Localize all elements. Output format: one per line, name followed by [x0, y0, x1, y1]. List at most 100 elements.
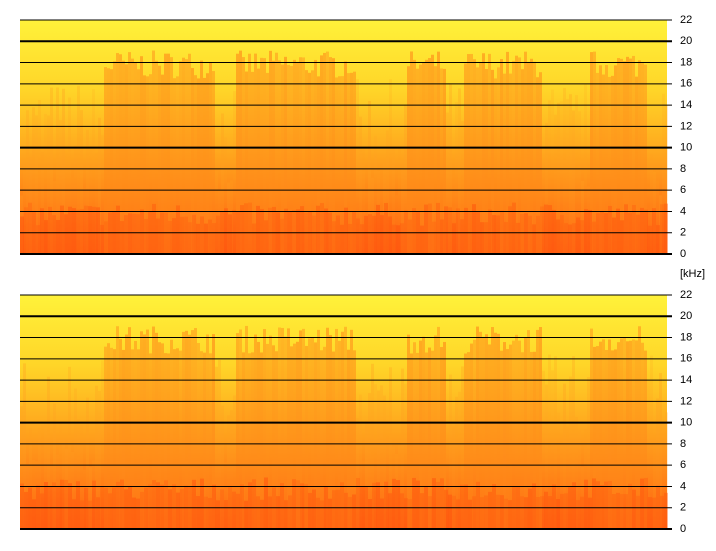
spectrogram-texture	[539, 72, 542, 254]
spectrogram-texture	[179, 61, 182, 254]
spectrogram-texture	[272, 345, 275, 529]
spectrogram-texture	[281, 64, 284, 255]
spectrogram-texture	[464, 207, 468, 254]
spectrogram-texture	[544, 204, 548, 254]
spectrogram-texture	[290, 346, 293, 529]
spectrogram-texture	[446, 438, 449, 529]
spectrogram-texture	[448, 207, 452, 254]
spectrogram-texture	[200, 216, 204, 254]
spectrogram-texture	[41, 151, 44, 254]
spectrogram-texture	[492, 215, 496, 254]
spectrogram-texture	[257, 68, 260, 254]
spectrogram-texture	[656, 398, 659, 529]
spectrogram-texture	[497, 67, 500, 254]
spectrogram-texture	[216, 500, 220, 529]
spectrogram-texture	[588, 497, 592, 529]
spectrogram-texture	[324, 208, 328, 254]
spectrogram-texture	[292, 209, 296, 254]
spectrogram-texture	[113, 61, 116, 254]
spectrogram-texture	[156, 218, 160, 254]
spectrogram-texture	[428, 347, 431, 529]
spectrogram-texture	[368, 499, 372, 529]
y-tick-label: 6	[680, 459, 686, 471]
spectrogram-texture	[428, 203, 432, 254]
spectrogram-texture	[284, 500, 288, 529]
spectrogram-texture	[158, 65, 161, 254]
spectrogram-texture	[215, 171, 218, 254]
spectrogram-texture	[80, 209, 84, 254]
spectrogram-texture	[221, 405, 224, 529]
spectrogram-texture	[374, 384, 377, 529]
spectrogram-texture	[470, 53, 473, 254]
spectrogram-texture	[116, 326, 119, 529]
spectrogram-texture	[484, 495, 488, 529]
spectrogram-texture	[143, 75, 146, 254]
spectrogram-texture	[100, 224, 104, 254]
spectrogram-texture	[392, 446, 395, 529]
spectrogram-texture	[248, 53, 251, 254]
spectrogram-texture	[560, 493, 564, 529]
spectrogram-texture	[617, 342, 620, 529]
spectrogram-texture	[521, 352, 524, 529]
spectrogram-texture	[395, 454, 398, 529]
spectrogram-texture	[233, 395, 236, 529]
spectrogram-texture	[119, 54, 122, 255]
spectrogram-texture	[200, 478, 204, 529]
y-tick-label: 12	[680, 120, 692, 132]
spectrogram-texture	[170, 339, 173, 529]
spectrogram-texture	[455, 102, 458, 254]
spectrogram-texture	[542, 370, 545, 529]
spectrogram-texture	[400, 223, 404, 254]
spectrogram-texture	[144, 218, 148, 254]
spectrogram-texture	[488, 209, 492, 254]
spectrogram-texture	[626, 56, 629, 255]
spectrogram-texture	[572, 110, 575, 254]
spectrogram-texture	[596, 481, 600, 529]
spectrogram-texture	[596, 213, 600, 254]
spectrogram-texture	[197, 78, 200, 254]
spectrogram-texture	[336, 489, 340, 529]
spectrogram-texture	[578, 111, 581, 254]
spectrogram-texture	[74, 145, 77, 254]
spectrogram-texture	[104, 221, 108, 254]
spectrogram-texture	[506, 349, 509, 529]
spectrogram-texture	[140, 491, 144, 529]
spectrogram-texture	[460, 484, 464, 529]
spectrogram-texture	[152, 203, 156, 254]
spectrogram-texture	[176, 348, 179, 529]
spectrogram-texture	[368, 214, 372, 254]
spectrogram-texture	[347, 349, 350, 529]
spectrogram-texture	[485, 334, 488, 529]
spectrogram-texture	[23, 161, 26, 254]
spectrogram-texture	[350, 72, 353, 255]
spectrogram-texture	[232, 209, 236, 254]
spectrogram-texture	[236, 53, 239, 254]
spectrogram-texture	[50, 464, 53, 529]
spectrogram-texture	[276, 496, 280, 529]
spectrogram-texture	[520, 496, 524, 529]
spectrogram-texture	[104, 487, 108, 529]
spectrogram-texture	[96, 207, 100, 254]
spectrogram-texture	[89, 466, 92, 529]
spectrogram-texture	[412, 208, 416, 254]
spectrogram-texture	[44, 113, 47, 255]
spectrogram-texture	[365, 420, 368, 529]
y-tick-label: 12	[680, 395, 692, 407]
spectrogram-texture	[530, 58, 533, 254]
spectrogram-texture	[352, 494, 356, 529]
y-tick-label: 22	[680, 14, 692, 26]
spectrogram-texture	[344, 207, 348, 254]
spectrogram-texture	[653, 440, 656, 529]
spectrogram-texture	[296, 62, 299, 254]
spectrogram-texture	[124, 489, 128, 529]
spectrogram-texture	[638, 60, 641, 254]
spectrogram-texture	[317, 329, 320, 529]
spectrogram-texture	[557, 412, 560, 529]
y-tick-label: 20	[680, 310, 692, 322]
spectrogram-texture	[196, 496, 200, 529]
spectrogram-texture	[40, 208, 44, 254]
spectrogram-texture	[95, 152, 98, 254]
y-tick-label: 6	[680, 184, 686, 196]
spectrogram-texture	[599, 341, 602, 529]
spectrogram-texture	[569, 376, 572, 529]
